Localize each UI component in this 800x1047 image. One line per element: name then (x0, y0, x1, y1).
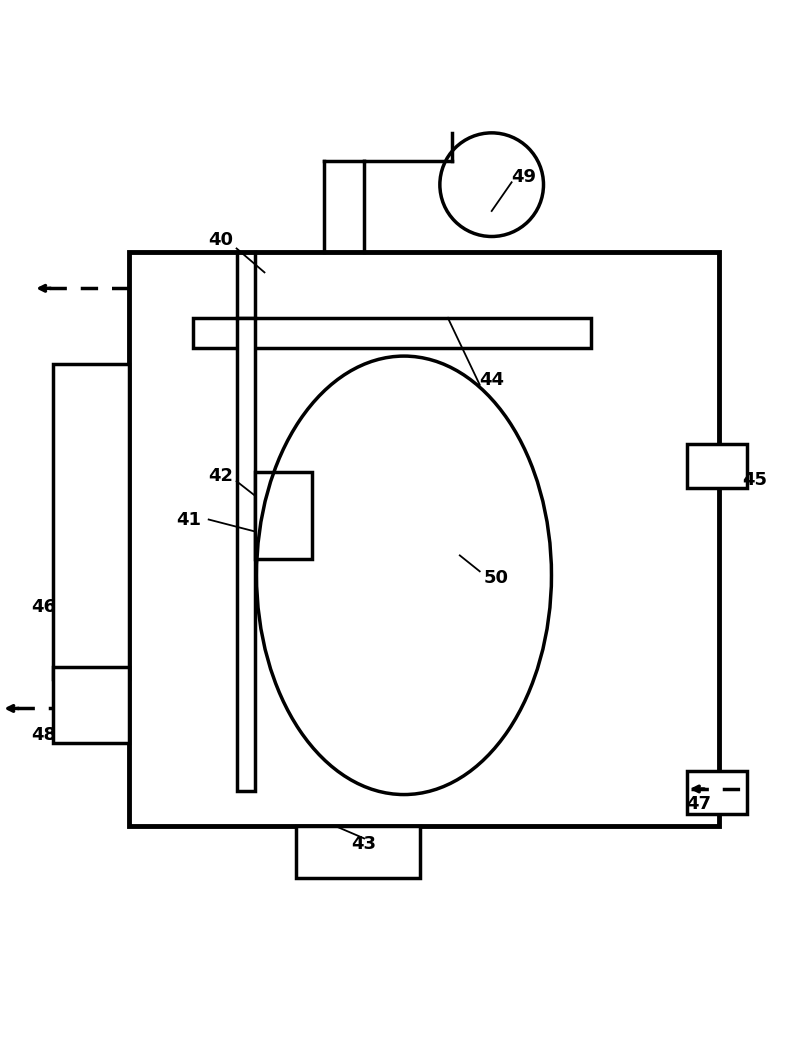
Text: 44: 44 (479, 371, 504, 389)
Text: 42: 42 (208, 467, 233, 485)
Text: 41: 41 (176, 511, 202, 529)
Text: 45: 45 (742, 471, 767, 489)
Bar (193, 318, 591, 348)
Bar (54, 364, 129, 678)
Bar (687, 444, 746, 488)
Bar (54, 667, 129, 742)
Bar (255, 472, 312, 559)
Text: 40: 40 (208, 231, 233, 249)
Text: 43: 43 (352, 836, 377, 853)
Bar (296, 826, 420, 878)
Text: 50: 50 (483, 569, 508, 586)
Text: 47: 47 (686, 795, 711, 814)
Bar (129, 252, 719, 826)
Text: 48: 48 (31, 726, 56, 743)
Text: 49: 49 (511, 168, 536, 185)
Bar (237, 318, 255, 790)
Bar (687, 771, 746, 815)
Text: 46: 46 (31, 598, 56, 617)
